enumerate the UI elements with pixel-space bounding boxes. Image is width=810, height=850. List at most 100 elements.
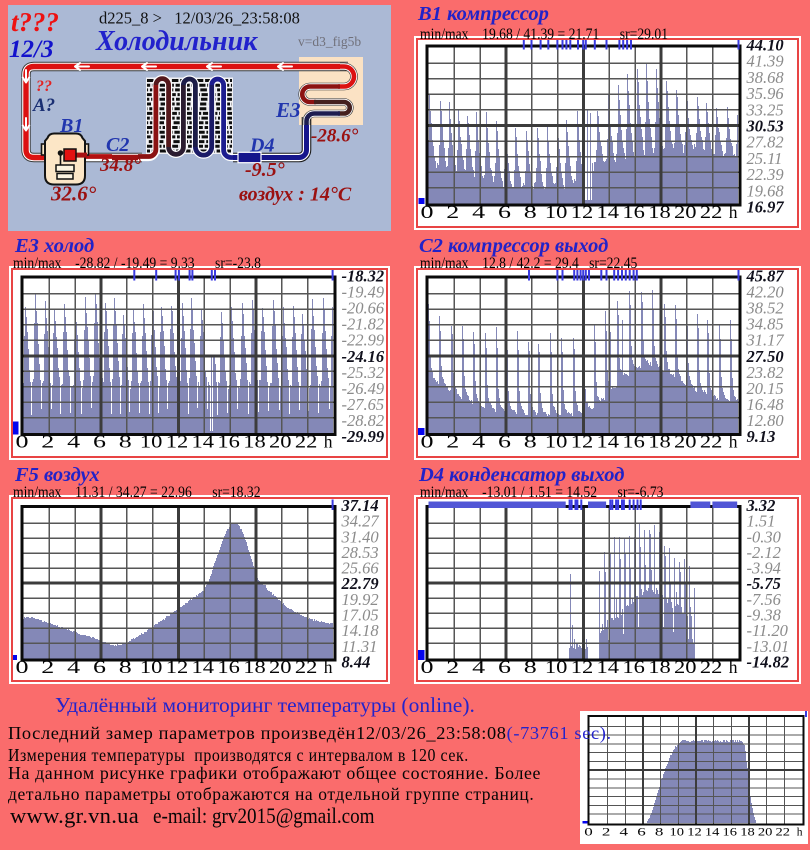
svg-text:h: h	[729, 202, 738, 222]
svg-text:17.05: 17.05	[342, 606, 379, 625]
svg-text:h: h	[729, 431, 738, 451]
svg-text:2: 2	[446, 202, 459, 222]
svg-text:41.39: 41.39	[747, 52, 784, 71]
svg-text:16.48: 16.48	[747, 394, 785, 413]
svg-text:h: h	[729, 657, 738, 677]
svg-text:-29.99: -29.99	[342, 427, 385, 446]
svg-text:-27.65: -27.65	[342, 394, 385, 413]
svg-text:14: 14	[597, 431, 620, 451]
svg-text:19.68: 19.68	[747, 181, 785, 200]
svg-text:33.25: 33.25	[746, 100, 784, 119]
svg-text:0: 0	[16, 657, 29, 677]
svg-text:18: 18	[740, 827, 755, 839]
svg-text:19.92: 19.92	[342, 590, 379, 609]
svg-text:25.11: 25.11	[747, 149, 783, 168]
svg-text:9.13: 9.13	[747, 427, 776, 446]
svg-text:20: 20	[674, 431, 697, 451]
svg-text:18: 18	[648, 202, 671, 222]
svg-text:27.82: 27.82	[747, 133, 784, 152]
svg-text:45.87: 45.87	[746, 270, 785, 286]
svg-text:-20.66: -20.66	[342, 298, 385, 317]
svg-text:4: 4	[472, 431, 485, 451]
svg-text:2: 2	[446, 431, 459, 451]
svg-text:8: 8	[524, 657, 537, 677]
svg-text:Холодильник: Холодильник	[95, 26, 258, 57]
svg-text:31.40: 31.40	[341, 527, 380, 546]
svg-text:-24.16: -24.16	[342, 346, 385, 365]
svg-text:8: 8	[655, 827, 664, 839]
svg-text:18: 18	[648, 431, 671, 451]
svg-text:18: 18	[648, 657, 671, 677]
svg-text:-26.49: -26.49	[342, 378, 385, 397]
svg-text:10: 10	[545, 202, 568, 222]
svg-text:6: 6	[93, 431, 106, 451]
svg-text:-28.6°: -28.6°	[311, 126, 359, 147]
svg-text:16.97: 16.97	[747, 198, 785, 217]
svg-text:6: 6	[498, 431, 511, 451]
svg-text:3.32: 3.32	[746, 499, 776, 515]
svg-text:22: 22	[295, 431, 318, 451]
svg-text:0: 0	[421, 657, 434, 677]
svg-text:10: 10	[545, 431, 568, 451]
svg-text:8: 8	[119, 657, 132, 677]
svg-text:6: 6	[498, 202, 511, 222]
svg-text:22: 22	[295, 657, 318, 677]
svg-text:-5.75: -5.75	[747, 574, 781, 593]
svg-text:25.66: 25.66	[342, 559, 380, 578]
svg-text:-13.01: -13.01	[747, 637, 790, 656]
svg-text:-11.20: -11.20	[747, 621, 789, 640]
svg-text:v=d3_fig5b: v=d3_fig5b	[298, 34, 361, 49]
svg-text:22: 22	[776, 827, 791, 839]
svg-text:0: 0	[421, 202, 434, 222]
svg-text:38.68: 38.68	[746, 68, 785, 87]
svg-text:10: 10	[545, 657, 568, 677]
svg-text:1.51: 1.51	[747, 512, 776, 531]
svg-text:??: ??	[36, 78, 52, 95]
svg-text:8.44: 8.44	[342, 653, 371, 672]
svg-text:-14.82: -14.82	[747, 653, 790, 672]
svg-text:4: 4	[472, 202, 485, 222]
svg-text:23.82: 23.82	[747, 362, 784, 381]
svg-text:34.85: 34.85	[746, 314, 784, 333]
svg-text:16: 16	[622, 202, 645, 222]
svg-text:18: 18	[243, 657, 266, 677]
svg-text:20.15: 20.15	[747, 378, 784, 397]
svg-text:d225_8 > 12/03/26_23:58:08: d225_8 > 12/03/26_23:58:08	[99, 9, 300, 28]
svg-text:16: 16	[217, 657, 240, 677]
svg-text:h: h	[324, 431, 333, 451]
svg-text:-28.82: -28.82	[342, 410, 385, 429]
svg-text:-25.32: -25.32	[342, 362, 385, 381]
svg-text:12: 12	[687, 827, 702, 839]
svg-text:20: 20	[674, 202, 697, 222]
svg-text:-0.30: -0.30	[747, 527, 782, 546]
svg-text:34.27: 34.27	[341, 512, 380, 531]
svg-text:4: 4	[67, 657, 80, 677]
svg-text:12: 12	[166, 657, 189, 677]
svg-text:16: 16	[622, 431, 645, 451]
svg-text:6: 6	[498, 657, 511, 677]
svg-text:31.17: 31.17	[746, 330, 785, 349]
svg-text:20: 20	[269, 657, 292, 677]
svg-text:-21.82: -21.82	[342, 314, 385, 333]
svg-text:12: 12	[571, 657, 594, 677]
svg-text:0: 0	[16, 431, 29, 451]
svg-text:14: 14	[192, 657, 215, 677]
svg-text:8: 8	[119, 431, 132, 451]
svg-text:30.53: 30.53	[746, 117, 784, 136]
svg-text:4: 4	[472, 657, 485, 677]
svg-text:2: 2	[41, 657, 54, 677]
svg-text:-2.12: -2.12	[747, 543, 781, 562]
svg-text:14: 14	[597, 657, 620, 677]
svg-text:h: h	[324, 657, 333, 677]
svg-text:27.50: 27.50	[746, 346, 784, 365]
svg-text:-22.99: -22.99	[342, 330, 385, 349]
svg-text:20: 20	[269, 431, 292, 451]
svg-text:D4: D4	[249, 135, 274, 157]
svg-text:-9.5°: -9.5°	[245, 159, 285, 181]
svg-text:44.10: 44.10	[746, 40, 784, 55]
svg-text:-7.56: -7.56	[747, 590, 782, 609]
svg-text:22: 22	[700, 431, 723, 451]
svg-text:-3.94: -3.94	[747, 559, 781, 578]
svg-text:28.53: 28.53	[342, 543, 379, 562]
svg-text:35.96: 35.96	[746, 84, 785, 103]
